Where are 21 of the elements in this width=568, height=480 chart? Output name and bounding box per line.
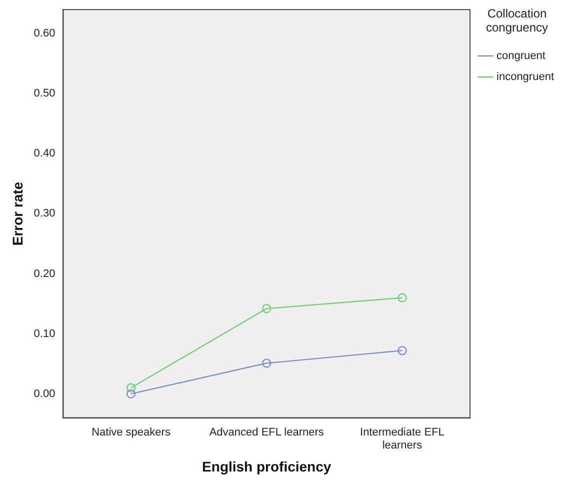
legend-label: incongruent xyxy=(496,70,554,83)
y-tick-label: 0.00 xyxy=(34,388,56,400)
legend-title: Collocation congruency xyxy=(486,6,548,35)
point xyxy=(262,358,272,368)
x-tick-label: Intermediate EFL learners xyxy=(360,426,444,452)
y-axis-title: Error rate xyxy=(9,182,26,246)
point xyxy=(398,293,407,302)
y-tick-label: 0.20 xyxy=(34,268,56,280)
x-tick-label: Native speakers xyxy=(92,426,171,438)
point xyxy=(126,383,136,392)
point xyxy=(262,304,272,314)
point xyxy=(398,346,407,356)
y-tick-label: 0.30 xyxy=(34,208,56,220)
y-tick-label: 0.60 xyxy=(34,28,56,40)
point xyxy=(126,389,136,398)
y-tick-label: 0.40 xyxy=(34,148,56,160)
y-tick-label: 0.10 xyxy=(34,328,56,340)
legend-label: congruent xyxy=(496,50,546,62)
x-tick-label: Advanced EFL learners xyxy=(209,426,324,438)
x-axis-title: English proficiency xyxy=(202,458,332,474)
y-tick-label: 0.50 xyxy=(34,88,56,100)
